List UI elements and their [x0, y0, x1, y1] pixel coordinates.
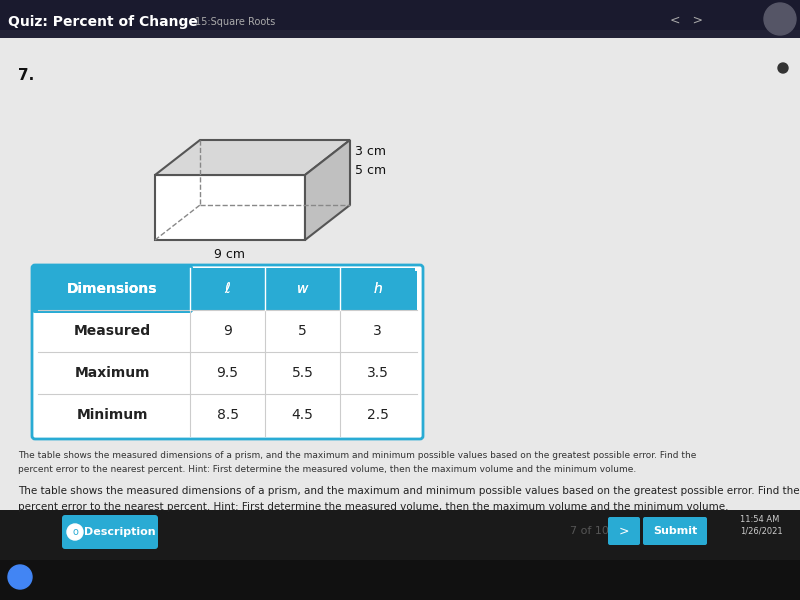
Text: percent error to the nearest percent. Hint: First determine the measured volume,: percent error to the nearest percent. Hi… — [18, 502, 729, 512]
FancyBboxPatch shape — [0, 0, 800, 38]
Text: 2.5: 2.5 — [366, 408, 389, 422]
FancyBboxPatch shape — [608, 517, 640, 545]
FancyBboxPatch shape — [643, 517, 707, 545]
FancyBboxPatch shape — [32, 265, 423, 439]
Text: 11:54 AM: 11:54 AM — [740, 515, 779, 524]
Text: 5.5: 5.5 — [291, 366, 314, 380]
Circle shape — [778, 63, 788, 73]
Circle shape — [67, 524, 83, 540]
Text: The table shows the measured dimensions of a prism, and the maximum and minimum : The table shows the measured dimensions … — [18, 451, 696, 460]
FancyBboxPatch shape — [0, 560, 800, 600]
Text: percent error to the nearest percent. Hint: First determine the measured volume,: percent error to the nearest percent. Hi… — [18, 465, 636, 474]
FancyBboxPatch shape — [36, 310, 419, 352]
Text: Minimum: Minimum — [77, 408, 148, 422]
FancyBboxPatch shape — [340, 268, 415, 310]
Polygon shape — [155, 140, 350, 175]
Text: 8.5: 8.5 — [217, 408, 238, 422]
Text: Submit: Submit — [653, 526, 697, 536]
Text: Measured: Measured — [74, 324, 151, 338]
Text: ℓ: ℓ — [225, 282, 230, 296]
Text: 7.: 7. — [18, 68, 34, 83]
Text: Dimensions: Dimensions — [67, 282, 158, 296]
Text: >: > — [618, 524, 630, 538]
Text: 4.5: 4.5 — [291, 408, 314, 422]
Text: 3.5: 3.5 — [366, 366, 389, 380]
FancyBboxPatch shape — [36, 352, 419, 394]
Text: o: o — [72, 527, 78, 537]
Text: 9.5: 9.5 — [217, 366, 238, 380]
Text: w: w — [297, 282, 308, 296]
Text: h: h — [373, 282, 382, 296]
FancyBboxPatch shape — [36, 394, 419, 436]
Text: 3: 3 — [373, 324, 382, 338]
Text: 7 of 10: 7 of 10 — [570, 526, 609, 536]
Text: The table shows the measured dimensions of a prism, and the maximum and minimum : The table shows the measured dimensions … — [18, 486, 800, 496]
Text: ℓ: ℓ — [225, 282, 230, 296]
Text: 9 cm: 9 cm — [214, 248, 246, 261]
Text: 1/26/2021: 1/26/2021 — [740, 527, 782, 536]
FancyBboxPatch shape — [38, 271, 417, 310]
FancyBboxPatch shape — [0, 30, 800, 38]
FancyBboxPatch shape — [32, 265, 193, 313]
Text: Quiz: Percent of Change: Quiz: Percent of Change — [8, 15, 198, 29]
Text: <   >: < > — [670, 13, 703, 26]
FancyBboxPatch shape — [190, 268, 265, 310]
Text: Description: Description — [84, 527, 156, 537]
Circle shape — [65, 522, 85, 542]
Polygon shape — [305, 140, 350, 240]
FancyBboxPatch shape — [265, 268, 340, 310]
Text: 9: 9 — [223, 324, 232, 338]
Text: Maximum: Maximum — [74, 366, 150, 380]
Polygon shape — [155, 175, 305, 240]
Text: w: w — [297, 282, 308, 296]
Text: 5 cm: 5 cm — [355, 163, 386, 176]
FancyBboxPatch shape — [0, 510, 800, 600]
Circle shape — [764, 3, 796, 35]
Text: 15:Square Roots: 15:Square Roots — [195, 17, 275, 27]
Text: 3 cm: 3 cm — [355, 145, 386, 158]
Text: h: h — [373, 282, 382, 296]
Text: Dimensions: Dimensions — [67, 282, 158, 296]
Circle shape — [8, 565, 32, 589]
Text: 5: 5 — [298, 324, 307, 338]
FancyBboxPatch shape — [62, 515, 158, 549]
